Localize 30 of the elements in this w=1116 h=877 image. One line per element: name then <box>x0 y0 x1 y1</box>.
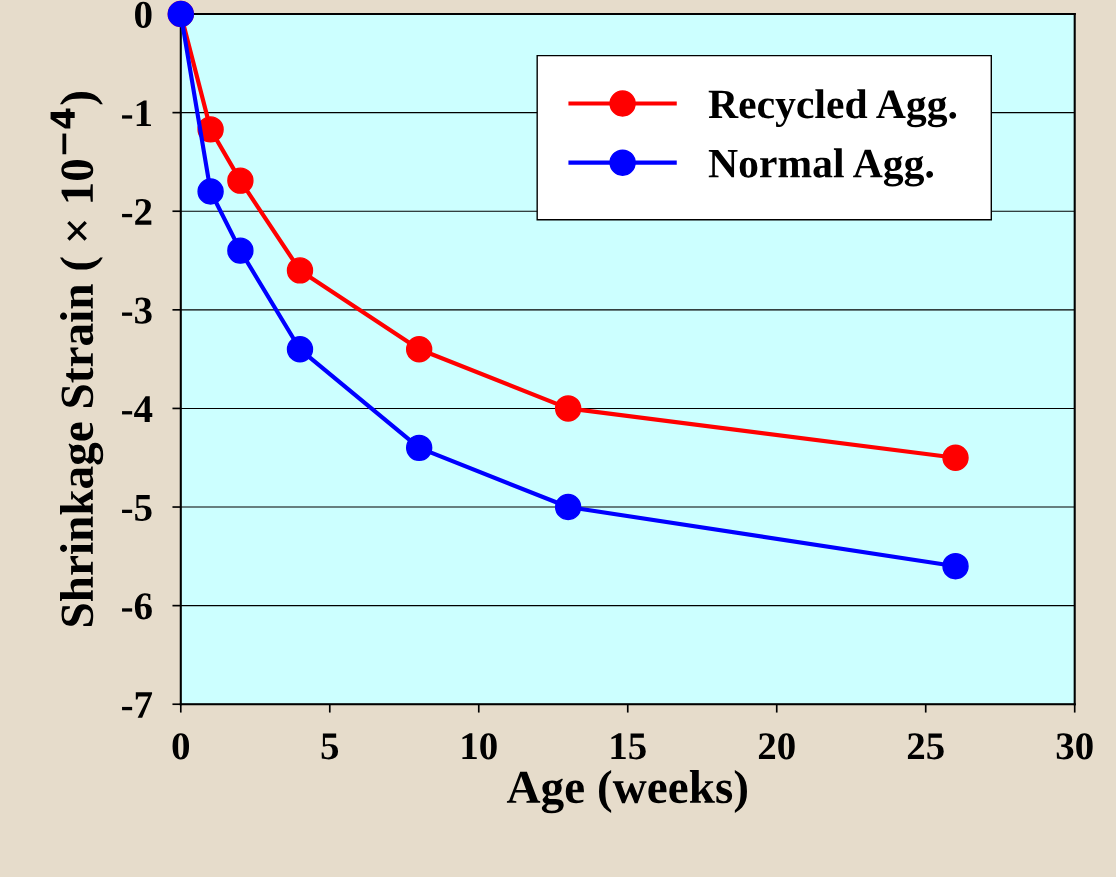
point <box>286 336 314 363</box>
point <box>286 257 314 284</box>
legend-label: Recycled Agg. <box>708 89 957 128</box>
x-tick-label: 30 <box>1056 733 1093 760</box>
y-axis-title: Shrinkage Strain ( × 10$^{−4}$) <box>50 92 104 627</box>
y-tick-label: -7 <box>122 692 153 718</box>
y-tick-label: -2 <box>122 198 152 225</box>
x-tick-label: 20 <box>758 733 795 760</box>
y-tick-label: -3 <box>122 297 152 324</box>
x-tick-label: 15 <box>611 733 646 760</box>
point <box>227 237 254 264</box>
point <box>405 336 433 363</box>
x-tick-label: 5 <box>321 733 339 760</box>
x-tick-label: 25 <box>907 733 944 760</box>
legend-label: Normal Agg. <box>708 148 934 187</box>
point <box>405 434 433 462</box>
point <box>227 167 254 194</box>
point <box>554 395 582 422</box>
y-tick-label: -6 <box>122 593 152 620</box>
point <box>942 552 969 580</box>
x-axis-title: Age (weeks) <box>506 770 747 814</box>
point <box>942 444 969 471</box>
x-tick-label: 10 <box>462 733 497 760</box>
y-tick-label: 0 <box>135 1 152 28</box>
y-tick-label: -1 <box>122 100 151 127</box>
point <box>197 178 224 205</box>
point <box>554 493 582 521</box>
x-tick-label: 0 <box>172 733 190 760</box>
y-tick-label: -4 <box>122 396 153 422</box>
y-tick-label: -5 <box>122 495 152 521</box>
